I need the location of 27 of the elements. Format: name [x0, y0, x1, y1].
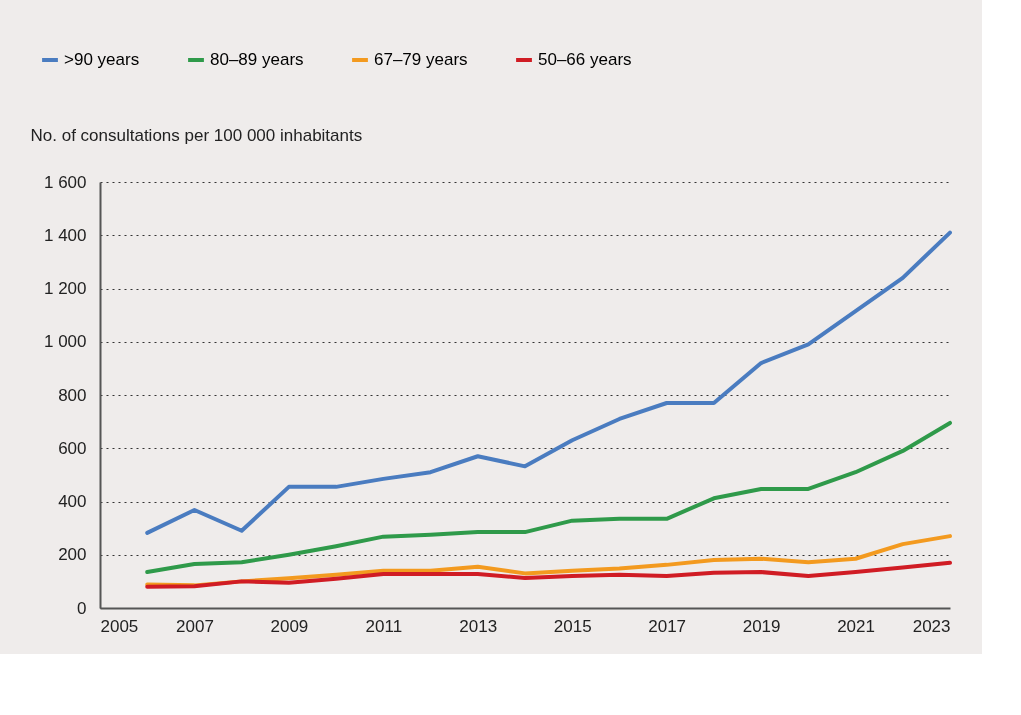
y-tick-label: 0 [77, 598, 87, 618]
y-axis-title: No. of consultations per 100 000 inhabitants [30, 125, 363, 145]
x-tick-label: 2019 [742, 616, 781, 636]
y-tick-label: 400 [58, 492, 87, 511]
y-tick-label: 800 [58, 385, 87, 405]
y-tick-label: 1 000 [43, 332, 87, 352]
x-tick-label: 2021 [837, 616, 875, 636]
line-series [145, 420, 952, 575]
x-tick-label: 2005 [100, 616, 139, 636]
x-tick-label: 2017 [648, 616, 687, 636]
y-tick-label: 600 [58, 438, 87, 458]
y-tick-label: 1 200 [43, 279, 87, 298]
x-tick-label: 2023 [912, 616, 951, 636]
x-tick-label: 2013 [459, 616, 498, 636]
y-tick-label: 200 [58, 545, 87, 565]
x-tick-label: 2015 [553, 616, 592, 636]
x-tick-label: 2011 [365, 616, 403, 636]
x-tick-label: 2009 [270, 616, 309, 636]
legend-label: 80–89 years [210, 50, 304, 69]
y-tick-label: 1 400 [43, 225, 87, 245]
y-tick-label: 1 600 [43, 172, 87, 192]
line-series [145, 230, 952, 535]
line-series [145, 560, 952, 589]
legend-label: 50–66 years [538, 50, 632, 69]
legend-label: 67–79 years [374, 50, 468, 69]
x-tick-label: 2007 [176, 616, 214, 636]
legend-label: >90 years [64, 50, 140, 69]
